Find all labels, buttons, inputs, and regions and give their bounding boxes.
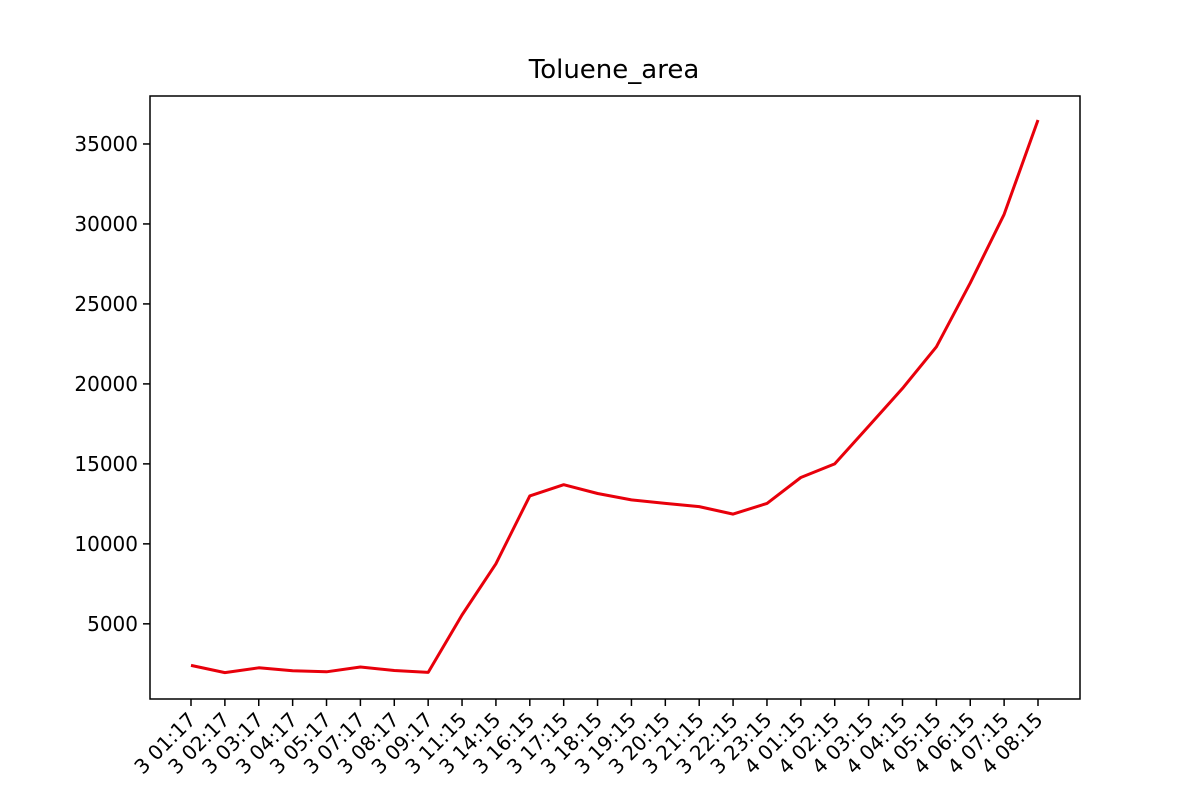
y-tick-label: 5000	[87, 612, 138, 636]
y-tick-label: 35000	[74, 132, 138, 156]
series-line-toluene-area	[190, 119, 1040, 675]
y-tick-label: 15000	[74, 452, 138, 476]
y-axis: 5000 10000 15000 20000 25000 30000 35000	[74, 132, 150, 636]
plot-area	[190, 119, 1040, 675]
y-tick-label: 30000	[74, 212, 138, 236]
y-tick-label: 20000	[74, 372, 138, 396]
y-tick-label: 10000	[74, 532, 138, 556]
chart-title: Toluene_area	[528, 55, 700, 85]
y-tick-label: 25000	[74, 292, 138, 316]
axes-frame	[149, 95, 1081, 700]
